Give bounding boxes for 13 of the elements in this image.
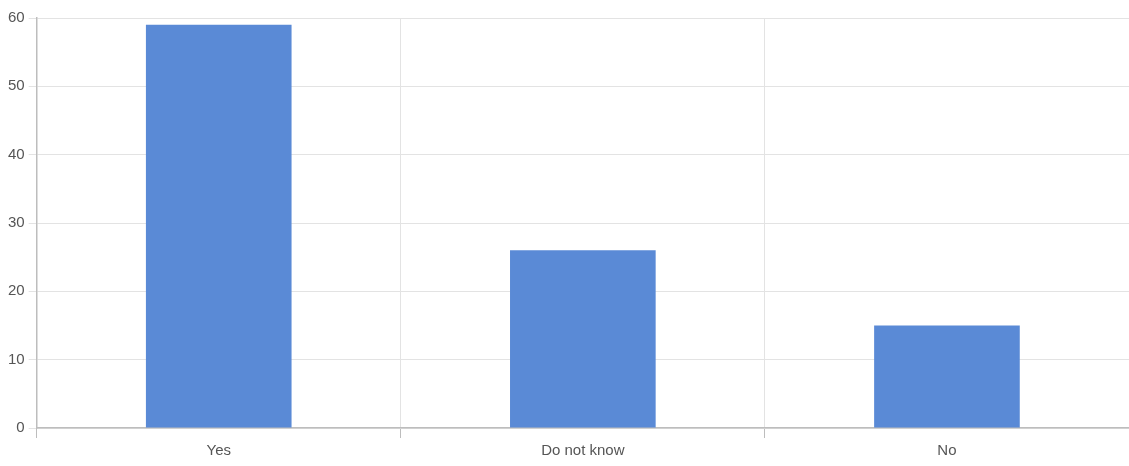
bar	[874, 325, 1020, 428]
y-tick-label: 50	[8, 76, 25, 94]
bar	[145, 24, 292, 428]
y-tick-label: 40	[8, 144, 25, 162]
x-tick-label: Yes	[206, 441, 231, 459]
x-tick-label: Do not know	[541, 441, 625, 459]
x-tick-label: No	[937, 441, 957, 459]
y-tick-label: 60	[8, 8, 25, 26]
y-tick-label: 30	[8, 213, 25, 231]
y-tick-label: 10	[8, 349, 25, 367]
bar	[510, 250, 656, 428]
y-tick-label: 20	[8, 281, 25, 299]
y-tick-label: 0	[16, 418, 25, 436]
